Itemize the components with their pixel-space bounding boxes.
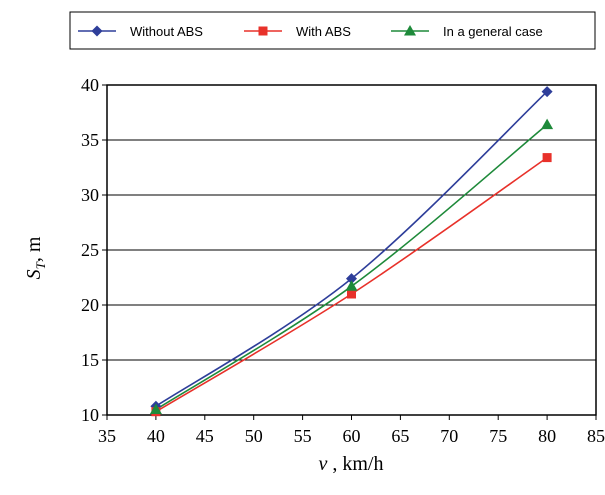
legend-marker [404, 25, 416, 36]
series-markers [149, 86, 554, 417]
x-axis: 35 40 45 50 55 60 65 70 75 80 85 [98, 415, 605, 446]
x-tick-label: 45 [196, 426, 214, 446]
y-axis-title-sub: T [33, 261, 48, 269]
data-point-marker [345, 280, 358, 291]
data-point-marker [541, 86, 553, 98]
legend: Without ABS With ABS In a general case [69, 11, 596, 50]
data-point-marker [347, 289, 356, 299]
legend-label: In a general case [443, 24, 543, 39]
y-tick-label: 25 [81, 240, 99, 260]
y-axis-title-rest: , m [23, 236, 45, 262]
y-axis-title-main: S [23, 269, 45, 279]
x-tick-label: 55 [294, 426, 312, 446]
x-axis-title-rest: , km/h [327, 453, 383, 475]
y-tick-label: 20 [81, 295, 99, 315]
x-tick-label: 85 [587, 426, 605, 446]
x-axis-title: v , km/h [318, 453, 383, 475]
x-tick-label: 60 [343, 426, 361, 446]
y-tick-label: 40 [81, 75, 99, 95]
x-tick-label: 80 [538, 426, 556, 446]
data-point-marker [542, 153, 552, 163]
data-point-marker [346, 273, 357, 285]
y-axis: 10 15 20 25 30 35 40 [81, 75, 107, 425]
legend-marker [258, 26, 268, 36]
legend-label: With ABS [296, 24, 351, 39]
legend-marker [91, 25, 103, 37]
y-axis-title: ST, m [23, 236, 48, 279]
plot-area: 10 15 20 25 30 35 40 35 40 45 50 55 60 65 70 75 80 85 [81, 75, 605, 446]
legend-label: Without ABS [130, 24, 203, 39]
y-tick-label: 30 [81, 185, 99, 205]
y-tick-label: 10 [81, 405, 99, 425]
x-tick-label: 35 [98, 426, 116, 446]
y-tick-label: 15 [81, 350, 99, 370]
data-point-marker [541, 118, 554, 130]
x-tick-label: 75 [489, 426, 507, 446]
x-axis-title-main: v [318, 453, 327, 475]
x-tick-label: 40 [147, 426, 165, 446]
y-tick-label: 35 [81, 130, 99, 150]
x-tick-label: 65 [391, 426, 409, 446]
grid-lines [107, 139, 596, 361]
data-point-marker [149, 403, 162, 414]
x-tick-label: 50 [245, 426, 263, 446]
legend-box [69, 11, 596, 50]
x-tick-label: 70 [440, 426, 458, 446]
